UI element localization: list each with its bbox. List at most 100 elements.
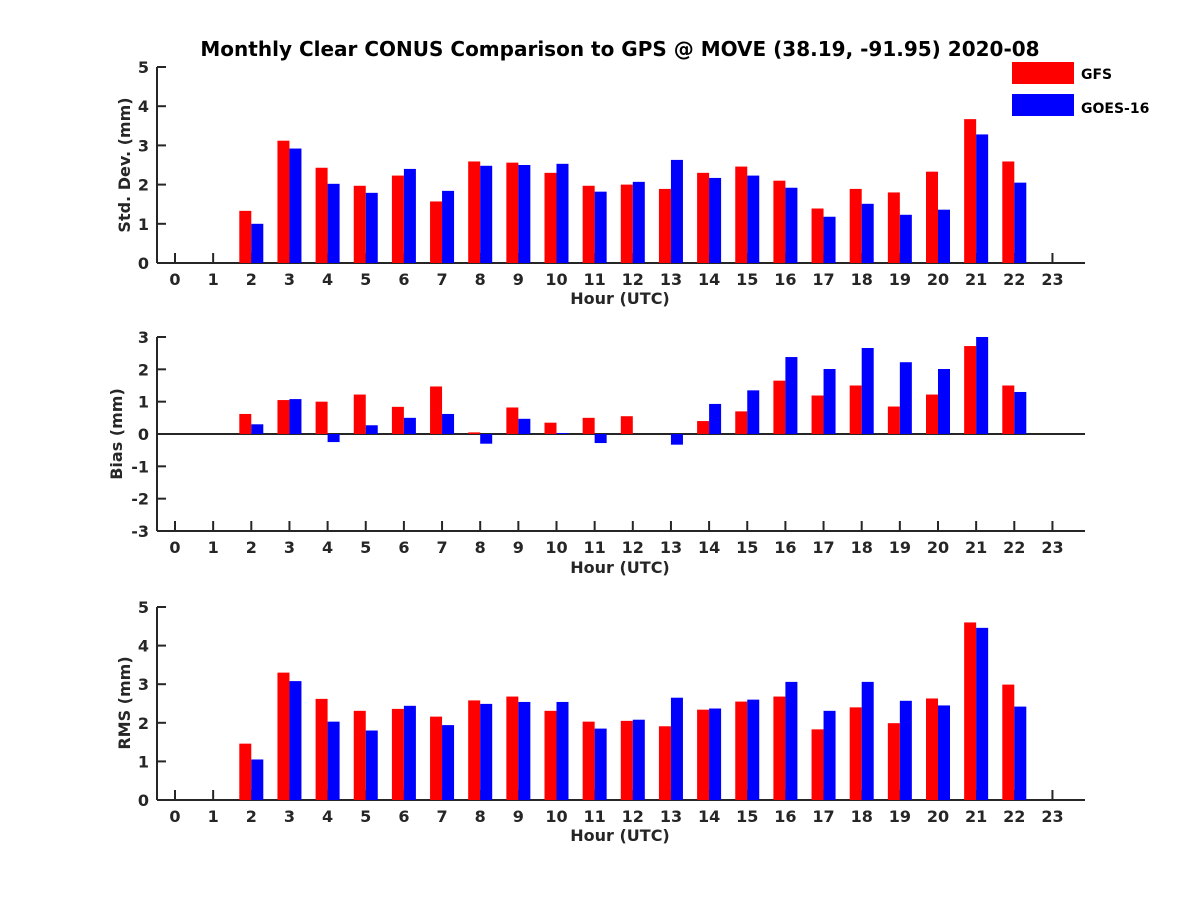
x-axis-label: Hour (UTC) <box>570 826 670 845</box>
bar-goes16-hour-15 <box>747 390 760 434</box>
y-tick-label: -1 <box>131 457 149 476</box>
bar-goes16-hour-9 <box>518 701 531 800</box>
bar-gfs-hour-14 <box>697 421 710 434</box>
bar-gfs-hour-17 <box>811 729 824 800</box>
bar-gfs-hour-2 <box>239 743 252 800</box>
x-tick-label: 5 <box>360 538 371 557</box>
bar-goes16-hour-12 <box>632 719 645 800</box>
x-tick-label: 13 <box>660 538 682 557</box>
bar-gfs-hour-18 <box>849 188 862 263</box>
y-tick-label: -3 <box>131 522 149 541</box>
bar-gfs-hour-16 <box>773 380 786 434</box>
x-tick-label: 9 <box>513 270 524 289</box>
bar-gfs-hour-19 <box>887 192 900 263</box>
x-tick-label: 19 <box>889 538 911 557</box>
bar-gfs-hour-3 <box>277 400 290 434</box>
bar-gfs-hour-21 <box>964 622 977 800</box>
x-tick-label: 0 <box>169 270 180 289</box>
y-tick-label: 4 <box>138 637 149 656</box>
bar-goes16-hour-11 <box>594 728 607 800</box>
bar-gfs-hour-7 <box>430 201 443 263</box>
bar-goes16-hour-14 <box>709 403 722 434</box>
y-tick-label: 2 <box>138 360 149 379</box>
x-tick-label: 23 <box>1041 807 1063 826</box>
x-tick-label: 20 <box>927 807 949 826</box>
x-tick-label: 10 <box>545 270 567 289</box>
bar-goes16-hour-21 <box>976 337 989 434</box>
bar-gfs-hour-17 <box>811 208 824 263</box>
bar-gfs-hour-10 <box>544 172 557 263</box>
x-tick-label: 6 <box>398 538 409 557</box>
x-tick-label: 11 <box>584 807 606 826</box>
y-tick-label: 0 <box>138 425 149 444</box>
bar-goes16-hour-6 <box>403 705 416 800</box>
x-tick-label: 15 <box>736 538 758 557</box>
bar-gfs-hour-15 <box>735 411 748 434</box>
x-tick-label: 14 <box>698 807 720 826</box>
bar-gfs-hour-14 <box>697 172 710 263</box>
bar-gfs-hour-8 <box>468 161 481 263</box>
bar-goes16-hour-21 <box>976 627 989 800</box>
y-tick-label: 4 <box>138 97 149 116</box>
bar-gfs-hour-5 <box>353 394 366 434</box>
x-tick-label: 17 <box>812 270 834 289</box>
x-tick-label: 1 <box>208 538 219 557</box>
bar-gfs-hour-22 <box>1002 385 1015 434</box>
bar-goes16-hour-8 <box>480 165 493 263</box>
x-tick-label: 16 <box>774 538 796 557</box>
bar-goes16-hour-4 <box>327 721 340 800</box>
bar-gfs-hour-6 <box>391 406 404 434</box>
bar-goes16-hour-18 <box>861 203 874 263</box>
x-tick-label: 12 <box>622 538 644 557</box>
x-tick-label: 16 <box>774 807 796 826</box>
x-tick-label: 22 <box>1003 270 1025 289</box>
y-tick-label: 3 <box>138 136 149 155</box>
bar-gfs-hour-8 <box>468 700 481 800</box>
bar-gfs-hour-12 <box>620 720 633 800</box>
x-tick-label: 3 <box>284 270 295 289</box>
bar-gfs-hour-21 <box>964 119 977 263</box>
bar-goes16-hour-9 <box>518 165 531 263</box>
bar-gfs-hour-4 <box>315 401 328 434</box>
bar-goes16-hour-13 <box>670 159 683 263</box>
x-tick-label: 19 <box>889 270 911 289</box>
legend-swatch-gfs <box>1012 62 1074 84</box>
bar-goes16-hour-22 <box>1014 182 1027 263</box>
x-tick-label: 3 <box>284 807 295 826</box>
bar-gfs-hour-18 <box>849 385 862 434</box>
bar-goes16-hour-19 <box>899 214 912 263</box>
y-axis-label: Bias (mm) <box>107 388 126 480</box>
bar-gfs-hour-15 <box>735 701 748 800</box>
bar-gfs-hour-21 <box>964 346 977 434</box>
x-tick-label: 2 <box>246 807 257 826</box>
bar-goes16-hour-3 <box>289 148 302 263</box>
bar-goes16-hour-16 <box>785 357 798 434</box>
bar-goes16-hour-4 <box>327 434 340 443</box>
bar-gfs-hour-19 <box>887 406 900 434</box>
bar-goes16-hour-3 <box>289 399 302 434</box>
x-tick-label: 17 <box>812 807 834 826</box>
y-tick-label: -2 <box>131 490 149 509</box>
x-tick-label: 2 <box>246 270 257 289</box>
bar-gfs-hour-19 <box>887 723 900 800</box>
bar-goes16-hour-20 <box>938 705 950 800</box>
bar-goes16-hour-13 <box>670 434 683 445</box>
bar-gfs-hour-4 <box>315 698 328 800</box>
x-tick-label: 12 <box>622 807 644 826</box>
x-tick-label: 11 <box>584 270 606 289</box>
x-tick-label: 15 <box>736 807 758 826</box>
bar-gfs-hour-9 <box>506 162 519 263</box>
bar-goes16-hour-7 <box>442 190 455 263</box>
x-tick-label: 8 <box>475 807 486 826</box>
bar-goes16-hour-2 <box>251 759 264 800</box>
bar-gfs-hour-12 <box>620 184 633 263</box>
bar-goes16-hour-10 <box>556 701 569 800</box>
bar-gfs-hour-22 <box>1002 161 1015 263</box>
bar-gfs-hour-11 <box>582 417 595 434</box>
x-tick-label: 6 <box>398 270 409 289</box>
x-tick-label: 4 <box>322 270 333 289</box>
x-tick-label: 10 <box>545 807 567 826</box>
